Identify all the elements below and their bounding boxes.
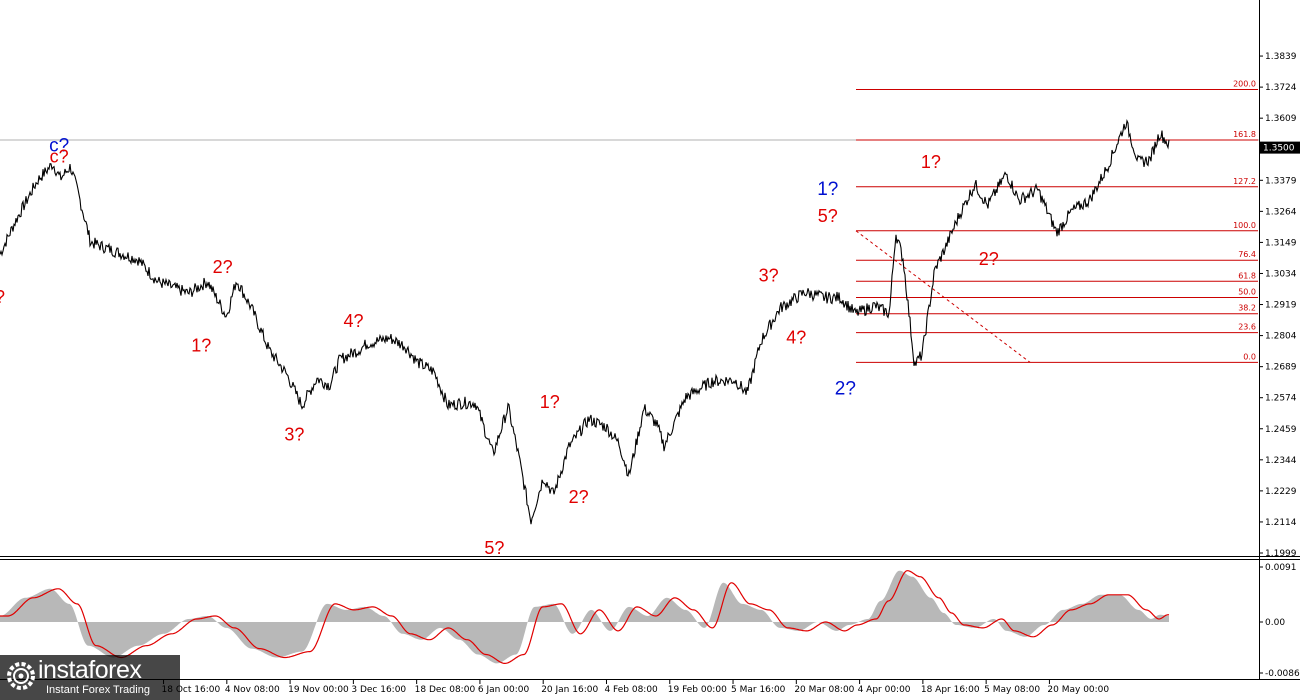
- gear-logo-icon: [7, 662, 35, 690]
- price-tick-label: 1.2689: [1265, 363, 1297, 373]
- price-tick-label: 1.2344: [1265, 456, 1297, 466]
- time-tick-label: 20 Jan 16:00: [541, 685, 598, 695]
- time-tick-label: 3 Dec 16:00: [351, 685, 406, 695]
- price-tick-label: 1.3034: [1265, 269, 1297, 279]
- price-tick-label: 1.3839: [1265, 52, 1297, 62]
- wave-label: c?: [49, 136, 69, 157]
- wave-label: 4?: [786, 327, 806, 347]
- time-tick-label: 5 Mar 16:00: [731, 685, 786, 695]
- price-tick-label: 1.2804: [1265, 332, 1297, 342]
- time-tick-label: 4 Apr 00:00: [858, 685, 911, 695]
- fib-level-label: 127.2: [1233, 177, 1256, 186]
- oscillator-histogram: [0, 570, 1169, 664]
- time-tick-label: 20 May 00:00: [1047, 685, 1109, 695]
- wave-label: 1?: [191, 336, 211, 356]
- wave-label: 1?: [817, 179, 838, 200]
- time-tick-label: 18 Apr 16:00: [921, 685, 980, 695]
- fib-level-label: 61.8: [1238, 271, 1256, 280]
- time-tick-label: 20 Mar 08:00: [794, 685, 854, 695]
- wave-label: 5?: [484, 538, 504, 558]
- fib-level-label: 0.0: [1243, 352, 1256, 361]
- wave-label: c?: [50, 146, 69, 166]
- wave-label: 3?: [759, 265, 779, 285]
- oscillator-pane: [0, 570, 1170, 664]
- osc-tick-label: 0.0091: [1265, 563, 1297, 573]
- osc-tick-label: -0.00862: [1265, 669, 1300, 679]
- price-tick-label: 1.3149: [1265, 238, 1297, 248]
- wave-label: 4?: [343, 311, 363, 331]
- oscillator-signal-line: [0, 570, 1170, 664]
- time-tick-label: 4 Feb 08:00: [604, 685, 658, 695]
- price-series-line: [0, 119, 1170, 525]
- main-price-pane: 200.0 161.8 127.2 100.0 76.4 61.8 50.0 38.2 23.6…: [0, 80, 1259, 558]
- time-tick-label: 4 Nov 08:00: [225, 685, 280, 695]
- price-tick-label: 1.3379: [1265, 176, 1297, 186]
- time-tick-label: 18 Dec 08:00: [415, 685, 476, 695]
- wave-label: 2?: [213, 257, 233, 277]
- fib-level-label: 200.0: [1233, 80, 1256, 89]
- fib-level-label: 23.6: [1238, 323, 1256, 332]
- wave-label: 2?: [835, 379, 856, 400]
- wave-label: 1?: [540, 392, 560, 412]
- price-tick-label: 1.3724: [1265, 83, 1297, 93]
- wave-label: 2?: [979, 249, 999, 269]
- logo-tagline: Instant Forex Trading: [46, 684, 150, 696]
- instaforex-logo: instaforex Instant Forex Trading: [0, 655, 180, 700]
- wave-label: 5?: [818, 206, 838, 226]
- logo-brand: instaforex: [38, 656, 142, 684]
- current-price-box: [1260, 141, 1300, 154]
- price-tick-label: 1.3264: [1265, 207, 1297, 217]
- wave-label: 2?: [569, 487, 589, 507]
- price-tick-label: 1.2574: [1265, 394, 1297, 404]
- fib-level-label: 100.0: [1233, 221, 1256, 230]
- price-tick-label: 1.1999: [1265, 549, 1297, 559]
- fib-level-label: 76.4: [1238, 250, 1256, 259]
- time-tick-label: 19 Feb 00:00: [668, 685, 727, 695]
- wave-label: 3?: [284, 425, 304, 445]
- fib-level-label: 161.8: [1233, 130, 1256, 139]
- price-tick-label: 1.3609: [1265, 114, 1297, 124]
- wave-label: 1?: [921, 152, 941, 172]
- time-tick-label: 5 May 08:00: [984, 685, 1040, 695]
- wave-label: ?: [0, 287, 5, 307]
- fib-trend-line: [855, 230, 1031, 363]
- current-price-label: 1.3500: [1263, 144, 1295, 154]
- fib-level-label: 50.0: [1238, 288, 1256, 297]
- price-tick-label: 1.2459: [1265, 425, 1297, 435]
- price-tick-label: 1.2919: [1265, 301, 1297, 311]
- time-tick-label: 19 Nov 00:00: [288, 685, 349, 695]
- fib-level-label: 38.2: [1238, 304, 1256, 313]
- price-tick-label: 1.2229: [1265, 487, 1297, 497]
- osc-tick-label: 0.00: [1265, 618, 1285, 628]
- time-tick-label: 18 Oct 16:00: [162, 685, 221, 695]
- price-tick-label: 1.2114: [1265, 518, 1297, 528]
- time-tick-label: 6 Jan 00:00: [478, 685, 530, 695]
